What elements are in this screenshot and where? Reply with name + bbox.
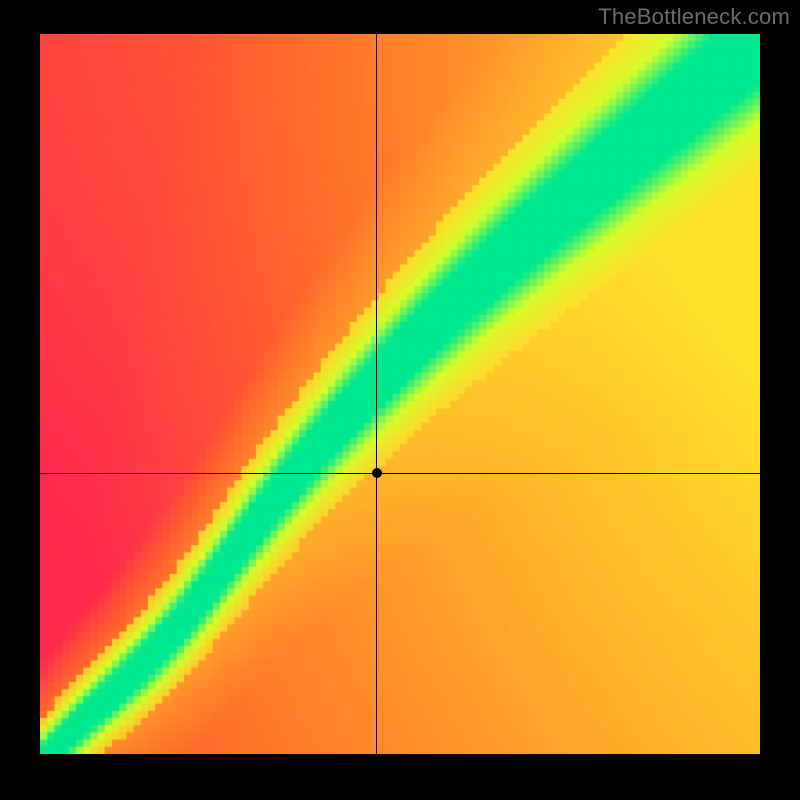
heatmap-plot — [40, 34, 760, 754]
watermark-text: TheBottleneck.com — [598, 4, 790, 30]
crosshair-horizontal — [40, 473, 760, 474]
chart-container: TheBottleneck.com — [0, 0, 800, 800]
heatmap-canvas — [40, 34, 760, 754]
crosshair-vertical — [376, 34, 377, 754]
crosshair-marker — [372, 468, 382, 478]
